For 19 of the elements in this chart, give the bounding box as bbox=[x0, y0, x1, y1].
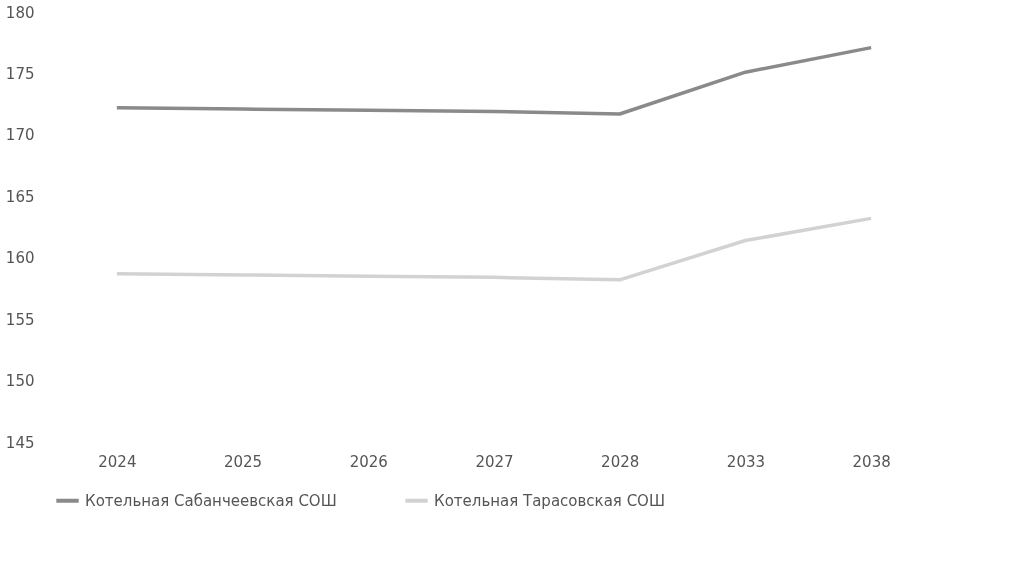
x-tick-label: 2025 bbox=[223, 452, 263, 471]
y-tick-label: 150 bbox=[5, 372, 35, 391]
y-tick-label: 180 bbox=[5, 3, 35, 22]
x-tick-label: 2026 bbox=[349, 452, 388, 471]
line-series bbox=[115, 45, 873, 116]
legend-label: Котельная Сабанчеевская СОШ bbox=[85, 491, 337, 510]
y-tick-label: 145 bbox=[5, 433, 35, 452]
line-series bbox=[115, 216, 873, 282]
y-tick-label: 160 bbox=[5, 249, 35, 268]
legend-label: Котельная Тарасовская СОШ bbox=[434, 491, 665, 510]
y-tick-label: 170 bbox=[5, 126, 35, 145]
y-tick-label: 155 bbox=[5, 310, 35, 329]
x-tick-label: 2024 bbox=[98, 452, 137, 471]
x-tick-label: 2033 bbox=[726, 452, 766, 471]
x-tick-label: 2038 bbox=[852, 452, 891, 471]
x-tick-label: 2028 bbox=[601, 452, 640, 471]
x-tick-label: 2027 bbox=[475, 452, 514, 471]
y-tick-label: 165 bbox=[5, 187, 35, 206]
y-tick-label: 175 bbox=[5, 64, 35, 83]
